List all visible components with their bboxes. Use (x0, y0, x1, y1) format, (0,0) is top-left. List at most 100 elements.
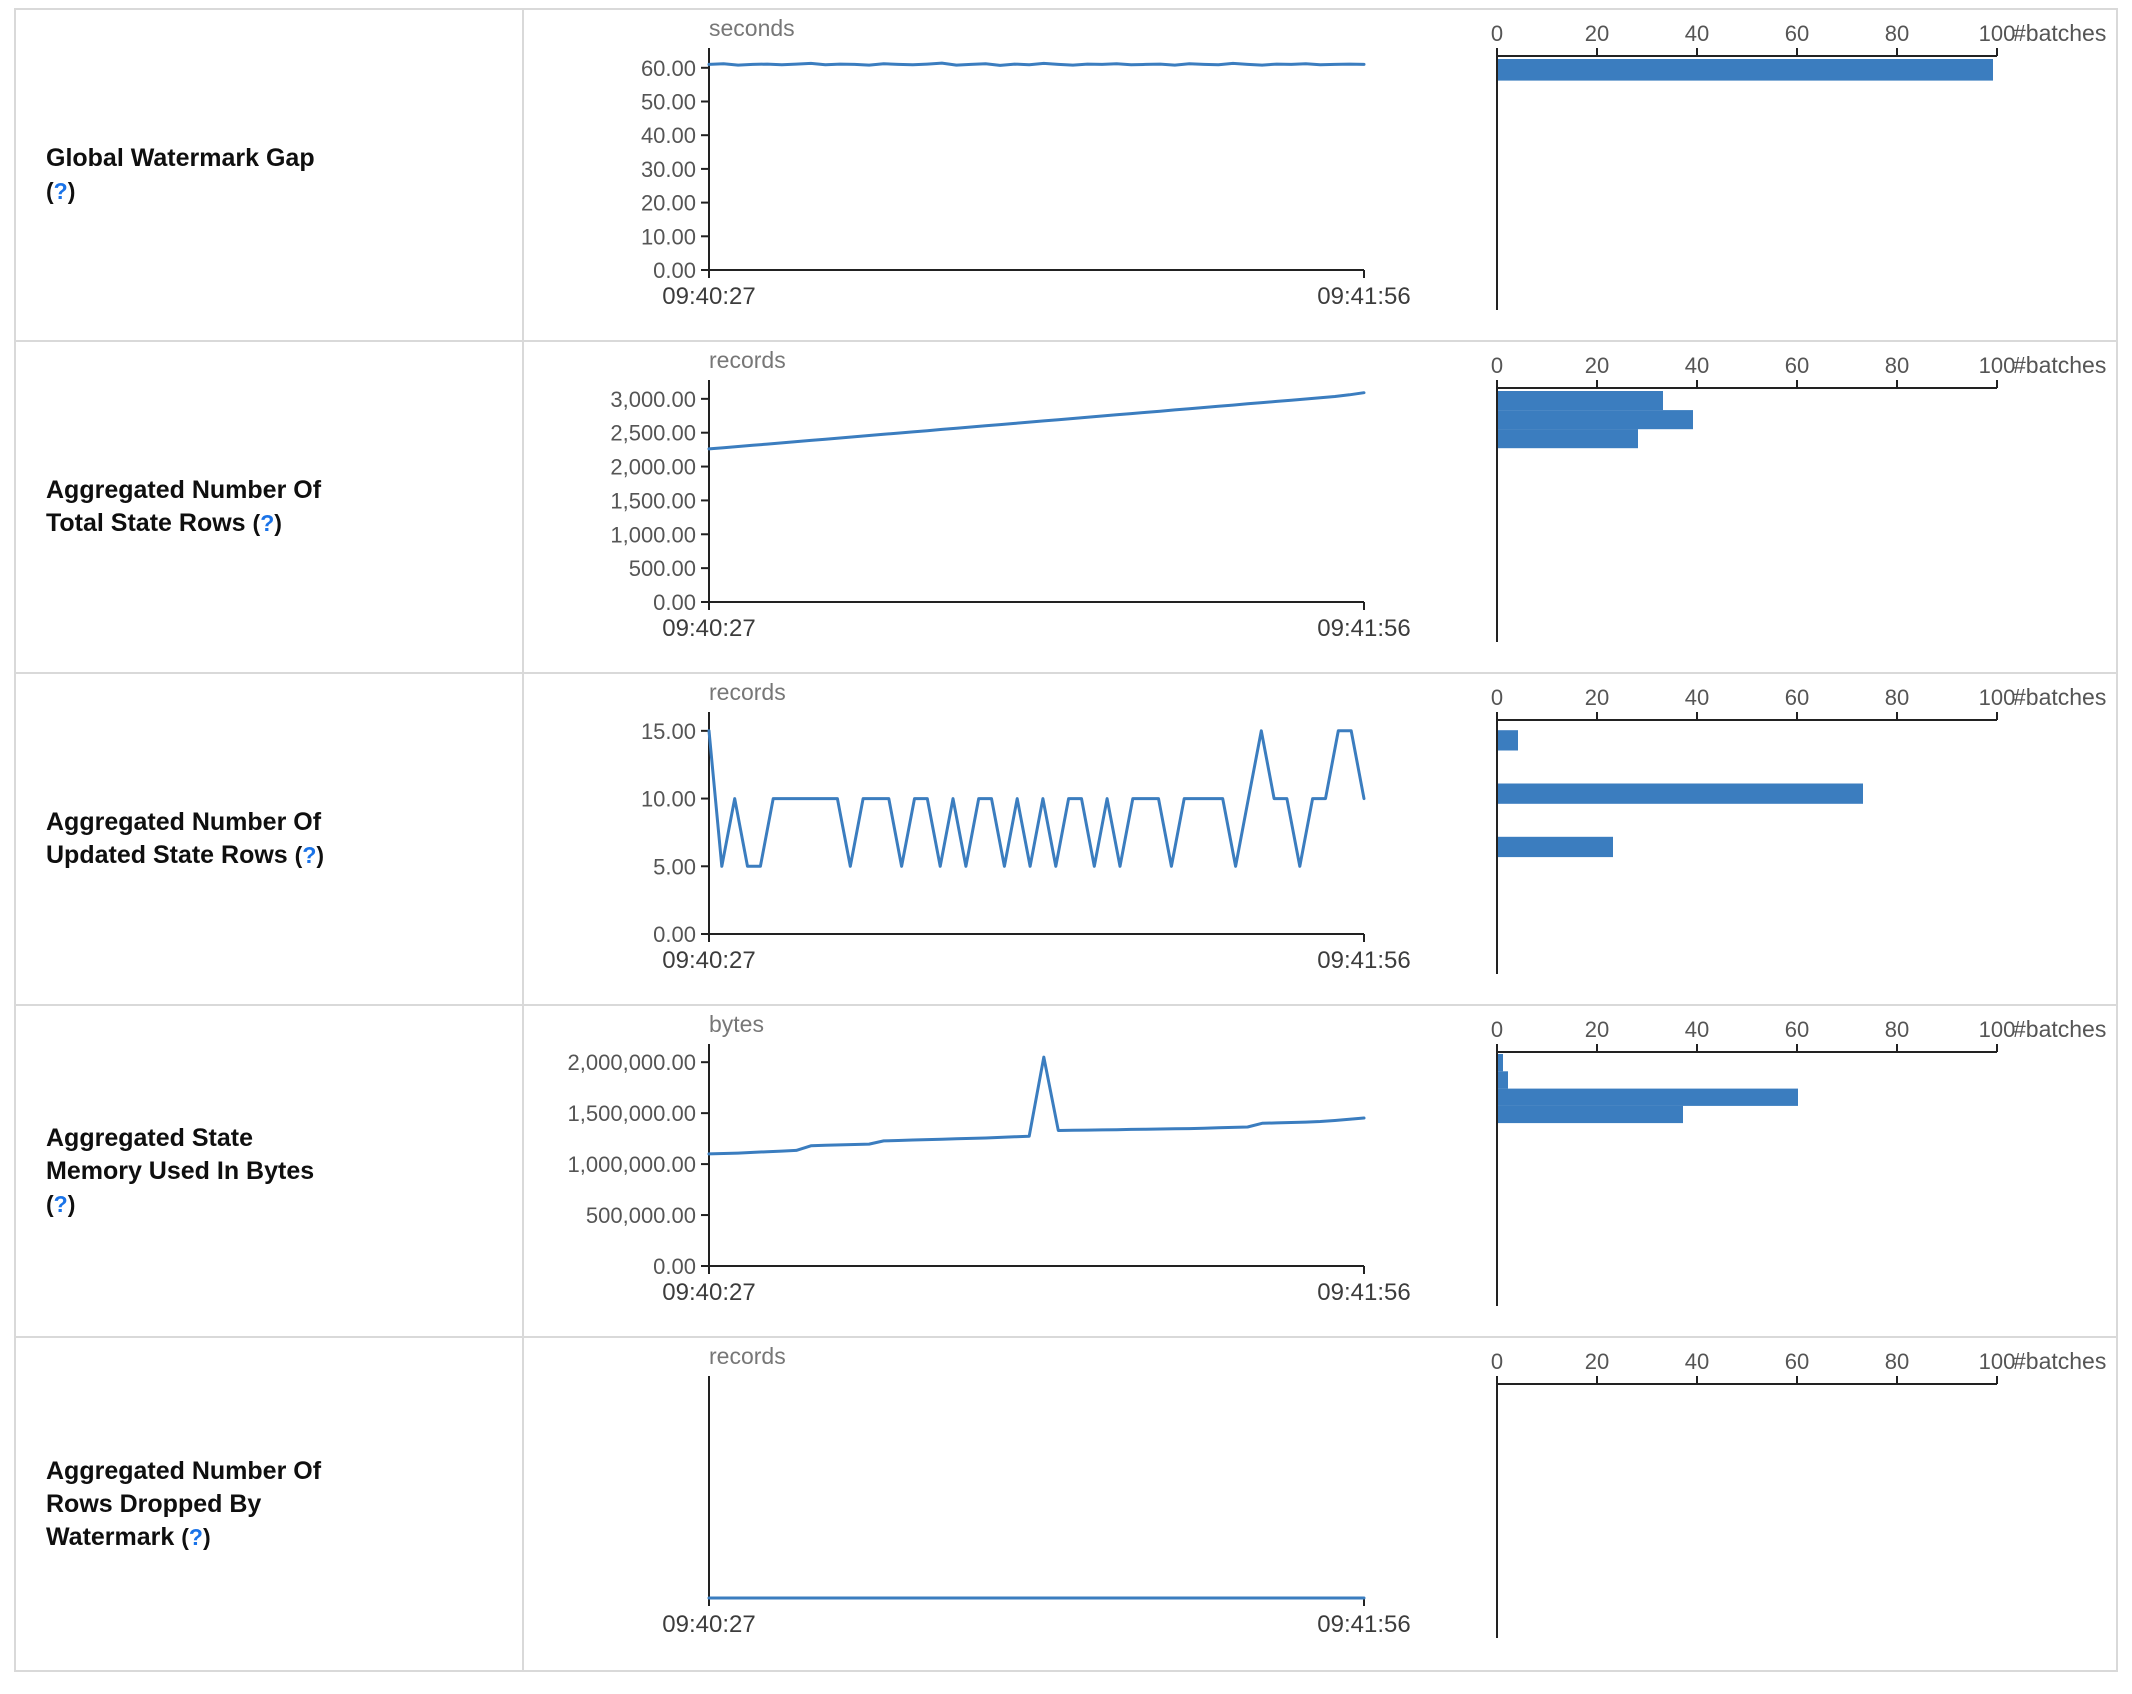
svg-text:09:40:27: 09:40:27 (662, 947, 755, 974)
svg-text:500.00: 500.00 (629, 556, 696, 581)
help-icon[interactable]: ? (260, 510, 275, 536)
svg-text:15.00: 15.00 (641, 719, 696, 744)
svg-text:09:40:27: 09:40:27 (662, 1279, 755, 1306)
svg-text:60: 60 (1785, 21, 1809, 46)
svg-text:60: 60 (1785, 353, 1809, 378)
svg-text:100: 100 (1979, 685, 2016, 710)
svg-text:09:41:56: 09:41:56 (1317, 947, 1410, 974)
svg-text:20.00: 20.00 (641, 191, 696, 216)
svg-text:#batches: #batches (2013, 1348, 2106, 1374)
histogram-chart: 0 20 40 60 80 100#batches (1491, 684, 2106, 974)
timeline-chart: seconds 0.00 10.00 20.00 30.00 40.00 50.00 60.0… (641, 15, 1411, 310)
charts-cell: records 09:40:27 09:41:56 0 20 40 60 80 100 #bat… (524, 1338, 2124, 1670)
metric-label-cell: Aggregated Number Of Rows Dropped By Wat… (16, 1338, 524, 1670)
svg-text:seconds: seconds (709, 15, 795, 41)
svg-text:09:41:56: 09:41:56 (1317, 1611, 1410, 1638)
metric-row-watermark-gap: Global Watermark Gap (?) seconds 0.00 10.0… (16, 10, 2116, 342)
metric-label: Aggregated Number Of Rows Dropped By Wat… (46, 1456, 322, 1551)
svg-text:09:41:56: 09:41:56 (1317, 1279, 1410, 1306)
svg-text:100: 100 (1979, 1349, 2016, 1374)
svg-text:40.00: 40.00 (641, 123, 696, 148)
svg-text:80: 80 (1885, 1349, 1909, 1374)
help-icon[interactable]: ? (53, 1190, 68, 1217)
metric-row-total-state-rows: Aggregated Number Of Total State Rows (?… (16, 342, 2116, 674)
svg-text:bytes: bytes (709, 1011, 764, 1037)
help-indicator: (?) (46, 1191, 75, 1217)
svg-text:09:40:27: 09:40:27 (662, 615, 755, 642)
svg-text:20: 20 (1585, 1017, 1609, 1042)
svg-text:20: 20 (1585, 353, 1609, 378)
svg-text:100: 100 (1979, 1017, 2016, 1042)
svg-text:#batches: #batches (2013, 1016, 2106, 1042)
svg-text:500,000.00: 500,000.00 (586, 1203, 696, 1228)
help-paren-open: ( (181, 1523, 189, 1550)
charts-cell: seconds 0.00 10.00 20.00 30.00 40.00 50.00 60.0… (524, 10, 2124, 340)
svg-text:10.00: 10.00 (641, 787, 696, 812)
svg-text:0.00: 0.00 (653, 258, 696, 283)
timeline-chart: records 0.00 5.00 10.00 15.00 09:40:27 09:41:5… (641, 679, 1411, 974)
help-icon[interactable]: ? (302, 842, 317, 868)
svg-text:09:41:56: 09:41:56 (1317, 615, 1410, 642)
svg-text:records: records (709, 679, 786, 705)
metric-label-cell: Aggregated Number Of Updated State Rows … (16, 674, 524, 1004)
svg-text:50.00: 50.00 (641, 89, 696, 114)
svg-text:1,500,000.00: 1,500,000.00 (568, 1101, 696, 1126)
histogram-chart: 0 20 40 60 80 100#batches (1491, 1348, 2106, 1638)
svg-text:40: 40 (1685, 21, 1709, 46)
svg-text:80: 80 (1885, 685, 1909, 710)
svg-text:0.00: 0.00 (653, 1254, 696, 1279)
help-paren-open: ( (46, 1190, 54, 1217)
timeline-chart: records 09:40:27 09:41:56 (662, 1343, 1410, 1638)
svg-text:20: 20 (1585, 685, 1609, 710)
metric-row-state-memory: Aggregated State Memory Used In Bytes (?… (16, 1006, 2116, 1338)
help-paren-close: ) (274, 510, 282, 536)
help-indicator: (?) (295, 842, 324, 868)
svg-text:30.00: 30.00 (641, 157, 696, 182)
svg-text:1,000,000.00: 1,000,000.00 (568, 1152, 696, 1177)
help-indicator: (?) (46, 178, 75, 204)
svg-text:20: 20 (1585, 1349, 1609, 1374)
svg-text:60: 60 (1785, 1349, 1809, 1374)
svg-text:1,000.00: 1,000.00 (610, 522, 696, 547)
metric-label-cell: Aggregated State Memory Used In Bytes (?… (16, 1006, 524, 1336)
svg-text:records: records (709, 1343, 786, 1369)
timeline-chart: bytes 0.00 500,000.00 1,000,000.00 1,500,000… (568, 1011, 1411, 1306)
svg-text:#batches: #batches (2013, 352, 2106, 378)
metric-label-cell: Global Watermark Gap (?) (16, 10, 524, 340)
charts-cell: bytes 0.00 500,000.00 1,000,000.00 1,500,000… (524, 1006, 2124, 1336)
svg-text:0: 0 (1491, 21, 1503, 46)
histogram-chart: 0 20 40 60 80 100#batches (1491, 1016, 2106, 1306)
svg-text:20: 20 (1585, 21, 1609, 46)
svg-text:40: 40 (1685, 1349, 1709, 1374)
svg-text:0: 0 (1491, 353, 1503, 378)
histogram-chart: 0 20 40 60 80 100#batches (1491, 20, 2106, 310)
svg-text:09:40:27: 09:40:27 (662, 1611, 755, 1638)
svg-text:0.00: 0.00 (653, 590, 696, 615)
metric-label-cell: Aggregated Number Of Total State Rows (?… (16, 342, 524, 672)
help-icon[interactable]: ? (188, 1523, 203, 1550)
metric-label: Global Watermark Gap (46, 144, 315, 172)
svg-text:100: 100 (1979, 353, 2016, 378)
svg-text:40: 40 (1685, 1017, 1709, 1042)
svg-text:60.00: 60.00 (641, 56, 696, 81)
svg-text:80: 80 (1885, 21, 1909, 46)
svg-text:2,500.00: 2,500.00 (610, 421, 696, 446)
metric-label: Aggregated State Memory Used In Bytes (46, 1123, 315, 1185)
help-paren-close: ) (67, 178, 76, 204)
svg-text:60: 60 (1785, 685, 1809, 710)
help-paren-close: ) (67, 1190, 76, 1217)
help-paren-close: ) (202, 1523, 211, 1550)
svg-text:80: 80 (1885, 1017, 1909, 1042)
help-paren-open: ( (294, 842, 303, 868)
svg-text:0: 0 (1491, 685, 1503, 710)
help-icon[interactable]: ? (53, 178, 68, 204)
svg-text:60: 60 (1785, 1017, 1809, 1042)
svg-text:5.00: 5.00 (653, 854, 696, 879)
svg-text:2,000.00: 2,000.00 (610, 455, 696, 480)
charts-cell: records 0.00 500.00 1,000.00 1,500.00 2,000.0… (524, 342, 2124, 672)
svg-text:#batches: #batches (2013, 684, 2106, 710)
metric-label: Aggregated Number Of Updated State Rows (46, 808, 322, 869)
svg-text:0.00: 0.00 (653, 922, 696, 947)
svg-text:0: 0 (1491, 1017, 1503, 1042)
svg-text:09:41:56: 09:41:56 (1317, 283, 1410, 310)
